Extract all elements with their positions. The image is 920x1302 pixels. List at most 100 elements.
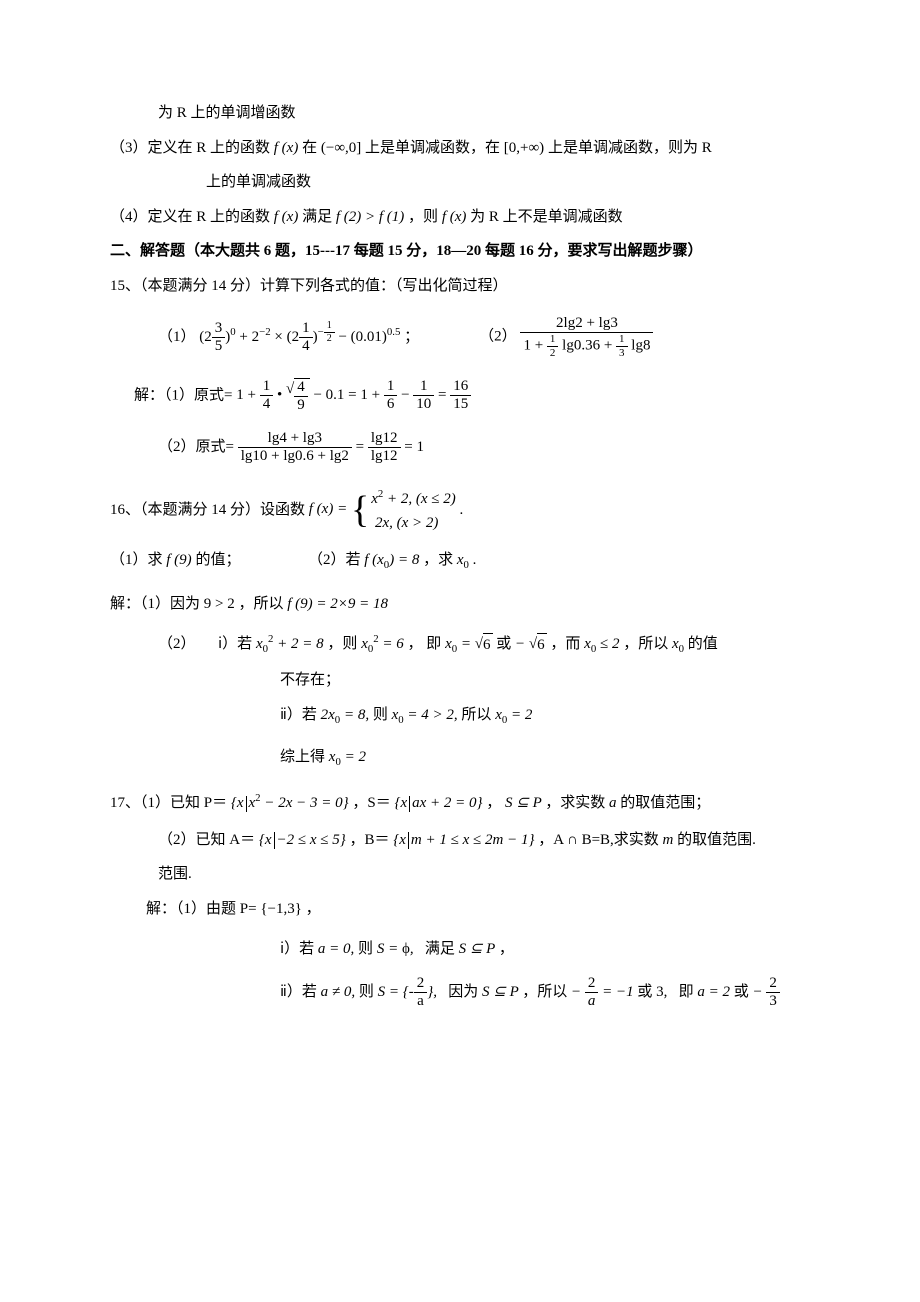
eq: x0 = 2 [329,749,366,765]
txt: （1）求 [110,552,163,568]
setA: {x−2 ≤ x ≤ 5} [259,832,346,848]
then-zh: 则 [358,941,373,957]
txt: 的值； [195,552,240,568]
p02e: 上的单调减函数 [110,171,810,194]
q17-1: 17、（1）已知 P＝ {xx2 − 2x − 3 = 0} ，S＝ {xax … [110,790,810,815]
pref: （2）原式= [158,439,234,455]
p03: （4）定义在 R 上的函数 f (x) 满足 f (2) > f (1) ，则 … [110,206,810,229]
txt: 的取值范围； [620,795,710,811]
p02: （3）定义在 R 上的函数 f (x) 在 (−∞,0] 上是单调减函数，在 [… [110,137,810,160]
setB: {xm + 1 ≤ x ≤ 2m − 1} [393,832,534,848]
eq: x0 = 2 [495,707,532,723]
setP: {xx2 − 2x − 3 = 0} [231,795,349,811]
or: 或 [734,984,749,1000]
eq: a = 2 [697,984,730,1000]
setP: {−1,3} [260,901,302,917]
txt: （2）若 [308,552,361,568]
interval1: (−∞,0] [321,140,361,156]
expr: lg4 + lg3 lg10 + lg0.6 + lg2 = lg12lg12 … [238,439,424,455]
q16-sol2-nex: 不存在； [110,669,810,692]
q16-sol2-ii: ⅱ）若 2x0 = 8, 则 x0 = 4 > 2, 所以 x0 = 2 [110,704,810,728]
txt: 16、（本题满分 14 分）设函数 [110,501,305,517]
q16-sol2-i: （2） ⅰ）若 x02 + 2 = 8 ，则 x02 = 6 ， 即 x0 = … [110,631,810,657]
or: 或 [496,636,511,652]
txt: ，而 [550,636,580,652]
txt: ，则 [327,636,357,652]
txt: （4）定义在 R 上的函数 [110,209,270,225]
rel: S ⊆ P [482,984,522,1000]
eq: 3, [656,984,675,1000]
txt: ，所以 [623,636,668,652]
interval2: [0,+∞) [504,140,544,156]
p01: 为 R 上的单调增函数 [110,102,810,125]
fx0: f (x0) = 8 [364,552,419,568]
txt: （3）定义在 R 上的函数 [110,140,270,156]
eq: S = ϕ, [377,941,421,957]
or: 或 [637,984,652,1000]
txt: 因为 [448,984,478,1000]
eq: x02 + 2 = 8 [256,636,327,652]
x0: x0 [457,552,469,568]
txt: 在 [302,140,317,156]
rel: S ⊆ P [505,795,545,811]
comma: ， [499,941,514,957]
q15-1: （1） (235)0 + 2−2 × (214)−12 − (0.01)0.5 … [110,320,419,356]
txt: 的值 [688,636,718,652]
q15-2: （2） 2lg2 + lg3 1 + 12 lg0.36 + 13 lg8 [479,315,653,360]
q16-subq: （1）求 f (9) 的值； （2）若 f (x0) = 8 ，求 x0 . [110,549,810,573]
expr: (235)0 + 2−2 × (214)−12 − (0.01)0.5 [199,329,404,345]
m: m [663,832,678,848]
txt: 解：（1）因为 [110,596,200,612]
f9: f (9) [166,552,195,568]
txt: ⅱ）若 [280,984,317,1000]
q15-sol1: 解：（1）原式= 1 + 14 • √49 − 0.1 = 1 + 16 − 1… [110,378,810,415]
txt: ， [486,795,501,811]
q17-sol: 解：（1）由题 P= {−1,3} ， [110,898,810,921]
x0: x0 [672,636,688,652]
a: a [609,795,620,811]
q15-stem: 15、（本题满分 14 分）计算下列各式的值：（写出化简过程） [110,275,810,298]
q17-2-cont: 范围. [110,863,810,886]
eq: x0 = √6 [445,636,492,652]
txt: ⅰ）若 [218,636,252,652]
label: （2） [479,329,517,345]
txt: ， 即 [408,636,442,652]
setS: {xax + 2 = 0} [394,795,482,811]
fxdef: f (x) = { x2 + 2, (x ≤ 2) 2x, (x > 2) [309,501,460,517]
txt: ，S＝ [352,795,390,811]
txt: 为 R 上不是单调减函数 [470,209,623,225]
q16-sol1: 解：（1）因为 9 > 2 ，所以 f (9) = 2×9 = 18 [110,593,810,616]
q16-sum: 综上得 x0 = 2 [110,746,810,770]
txt: 满足 [302,209,332,225]
dot: . [473,552,477,568]
section2-title: 二、解答题（本大题共 6 题，15---17 每题 15 分，18—20 每题 … [110,240,810,263]
res: f (9) = 2×9 = 18 [287,596,388,612]
txt: 的取值范围. [677,832,756,848]
gt: 9 > 2 [204,596,239,612]
rel: S ⊆ P [459,941,499,957]
so: 所以 [461,707,491,723]
txt: 综上得 [280,749,325,765]
txt: ，求 [423,552,453,568]
comma: ， [306,901,321,917]
q17-2: （2）已知 A＝ {x−2 ≤ x ≤ 5} ，B＝ {xm + 1 ≤ x ≤… [110,829,810,852]
txt: ，所以 [238,596,283,612]
dot: . [460,501,464,517]
txt: 上是单调减函数，则为 R [548,140,712,156]
lab: （2） [158,636,196,652]
txt: 解：（1）由题 P= [146,901,257,917]
txt: ，求实数 [545,795,605,811]
txt: 即 [679,984,694,1000]
eq: a = 0, [318,941,358,957]
fx: f (x) [274,140,302,156]
txt: 满足 [425,941,455,957]
txt: ，则 [408,209,438,225]
q15-expressions: （1） (235)0 + 2−2 × (214)−12 − (0.01)0.5 … [110,315,810,360]
txt: B=B,求实数 [582,832,659,848]
txt: ⅰ）若 [280,941,314,957]
eq: − 2a = −1 [571,984,634,1000]
eq: − √6 [515,636,547,652]
expr: 1 + 14 • √49 − 0.1 = 1 + 16 − 110 = 1615 [236,387,471,403]
then-zh: 则 [373,707,388,723]
fx: f (x) [442,209,470,225]
